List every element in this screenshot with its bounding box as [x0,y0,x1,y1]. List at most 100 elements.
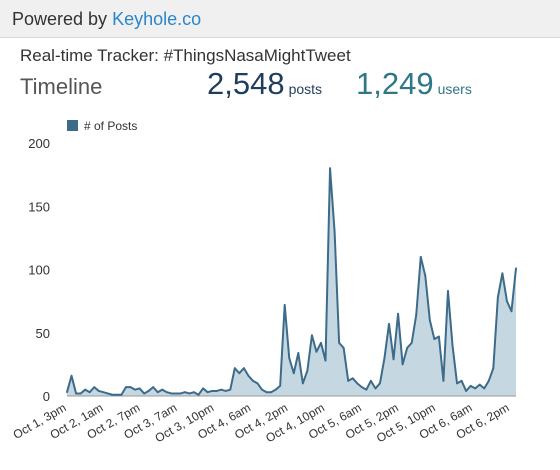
data-point [161,388,164,391]
data-point [170,392,173,395]
data-point [165,391,168,394]
posts-count: 2,548 [207,66,285,101]
data-point [383,357,386,359]
data-point [252,379,254,382]
data-point [347,379,350,382]
data-point [365,388,368,391]
data-point [79,392,82,395]
data-point [179,392,182,395]
tracker-title: Real-time Tracker: #ThingsNasaMightTweet [20,46,351,65]
data-point [451,344,454,347]
data-point [111,393,114,396]
data-point [66,391,68,394]
posts-stat: 2,548 posts [207,66,322,102]
data-point [233,367,236,370]
data-point [202,387,204,390]
data-point [283,304,286,306]
data-point [401,363,404,366]
data-point [138,387,141,390]
users-label: users [437,81,472,97]
data-point [515,267,517,270]
data-point [415,314,418,316]
data-point [147,390,150,392]
data-point [238,372,241,375]
data-point [492,367,495,370]
y-tick-label: 0 [43,389,50,404]
data-point [274,388,277,391]
data-point [215,390,218,392]
data-point [410,341,413,344]
data-point [261,388,263,391]
data-point [342,347,345,349]
data-point [428,319,431,321]
data-point [306,369,309,372]
data-point [211,390,214,392]
data-point [156,391,159,394]
data-point [496,296,499,299]
data-point [474,387,477,390]
data-point [229,388,232,391]
data-point [487,379,490,382]
data-point [369,379,372,382]
data-point [134,388,136,391]
legend-swatch [67,120,78,131]
data-point [419,255,422,258]
data-point [433,338,436,340]
data-point [374,387,377,390]
data-point [478,383,481,386]
data-point [351,377,354,380]
y-tick-label: 50 [36,326,50,341]
posts-label: posts [288,81,323,97]
data-point [197,393,200,396]
data-point [438,335,440,338]
data-point [465,390,468,392]
data-point [288,357,291,359]
data-point [442,379,445,382]
data-point [188,392,191,395]
data-point [174,392,177,395]
data-point [115,393,118,396]
data-point [356,382,359,385]
data-point [220,388,223,391]
data-point [297,352,300,354]
data-point [125,386,127,389]
data-point [501,272,504,275]
data-point [84,388,87,391]
data-point [120,393,123,396]
data-point [106,392,109,395]
data-point [329,167,331,170]
data-point [424,274,427,277]
keyhole-link[interactable]: Keyhole.co [112,9,202,29]
users-count: 1,249 [356,66,434,101]
data-point [301,382,304,385]
data-point [256,382,259,385]
data-point [338,341,341,344]
data-point [460,379,463,382]
data-point [97,390,100,392]
data-point [265,391,268,394]
data-point [324,359,327,362]
data-point [152,386,155,389]
data-point [143,392,146,395]
data-point [311,334,313,337]
powered-by: Powered by Keyhole.co [12,9,201,30]
data-point [379,382,381,385]
data-point [388,322,390,325]
y-tick-label: 150 [28,199,50,214]
data-point [70,374,73,377]
data-point [447,290,449,292]
data-point [469,384,472,387]
data-point [93,386,96,389]
data-point [247,374,250,377]
data-point [392,358,395,361]
series-area [67,168,516,396]
data-point [242,367,245,370]
data-point [397,312,399,315]
powered-by-text: Powered by [12,9,108,29]
data-point [184,391,186,394]
top-bar: Powered by Keyhole.co [0,0,560,38]
data-point [102,391,105,394]
data-point [333,230,336,233]
data-point [75,392,77,395]
